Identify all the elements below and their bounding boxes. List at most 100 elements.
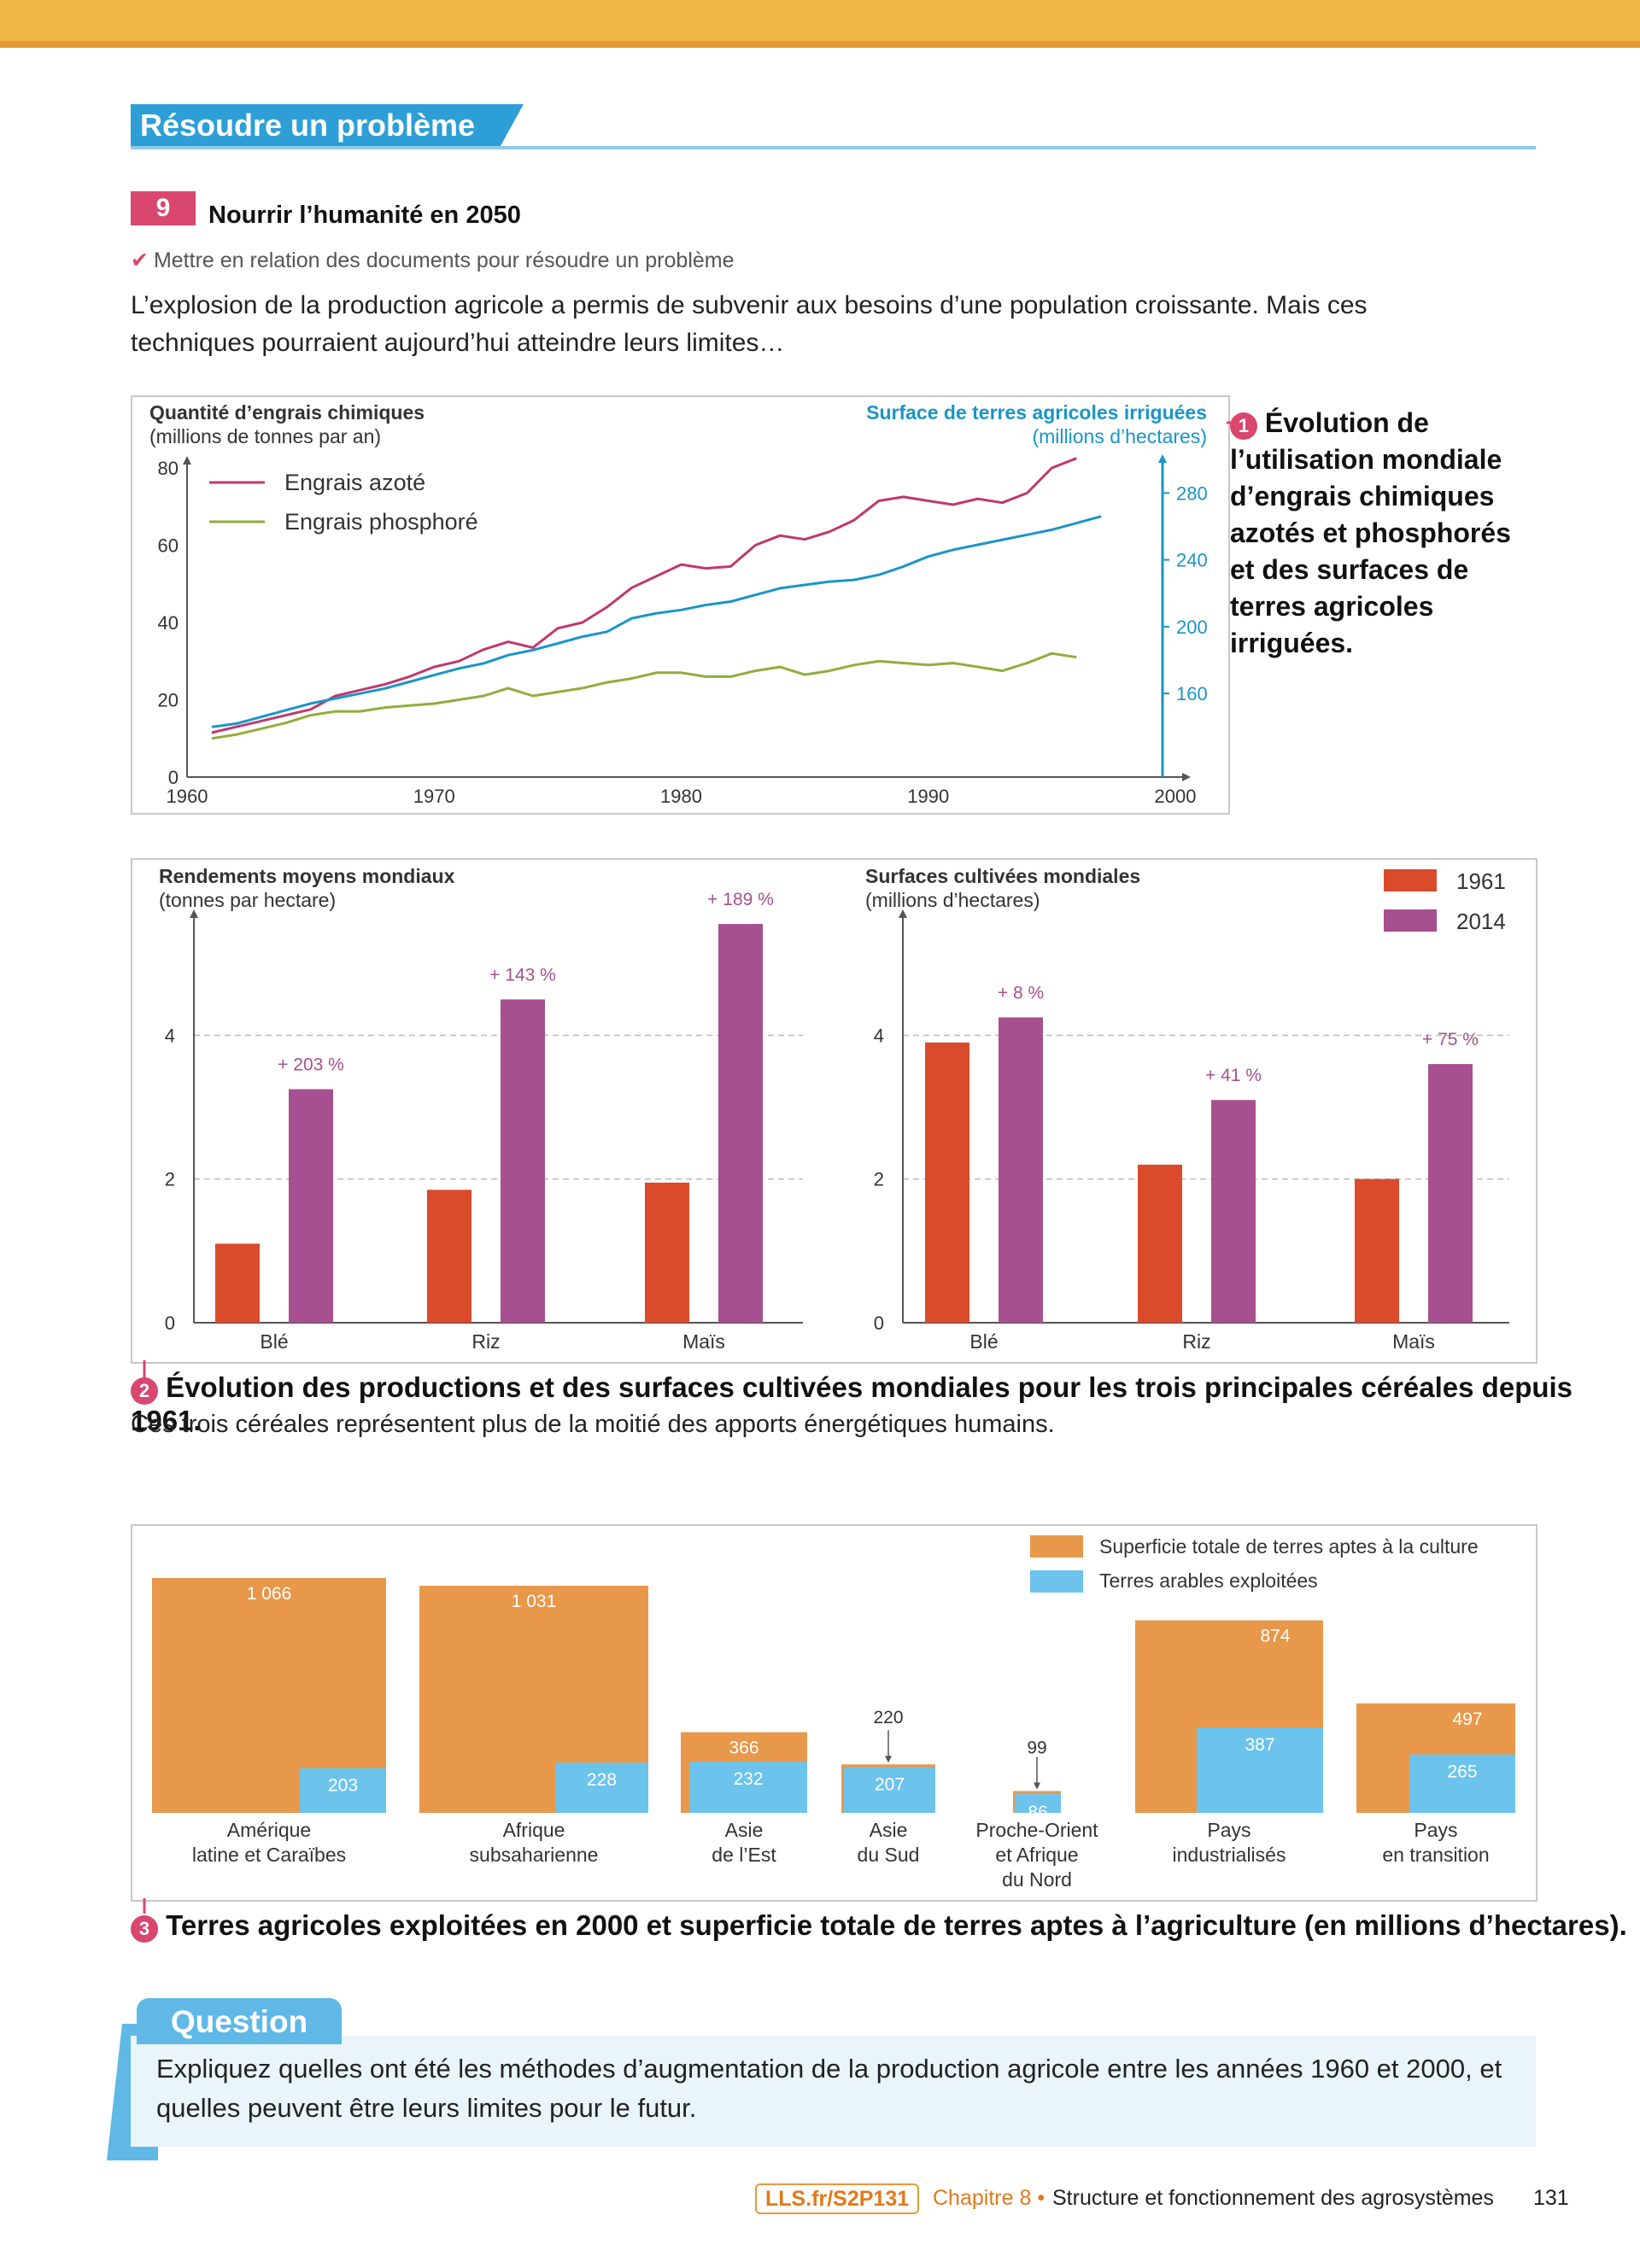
chart-unit: (millions d’hectares) (865, 889, 1040, 911)
doc1-caption: 1 Évolution de l’utilisation mondiale d’… (1230, 405, 1538, 662)
y-axis-arrow (899, 909, 907, 918)
category-label: latine et Caraïbes (192, 1844, 346, 1866)
x-tick-label: Riz (1182, 1330, 1210, 1353)
footer-title: Structure et fonctionnement des agrosyst… (1052, 2186, 1494, 2210)
total-label: 874 (1260, 1627, 1290, 1646)
arable-label: 228 (587, 1770, 617, 1790)
category-label: Asie (870, 1819, 908, 1841)
bar-2014 (501, 999, 545, 1323)
x-tick-label: 1980 (660, 786, 702, 807)
y-axis-unit: (millions de tonnes par an) (149, 425, 381, 447)
doc1-line-chart: Quantité d’engrais chimiques(millions de… (149, 401, 1208, 807)
y2-tick-label: 280 (1176, 482, 1208, 504)
bar-change-label: + 8 % (998, 983, 1044, 1002)
total-label: 1 031 (512, 1592, 557, 1611)
category-label: Amérique (227, 1819, 311, 1841)
footer-link[interactable]: LLS.fr/S2P131 (755, 2183, 920, 2214)
bar-arable (689, 1762, 807, 1813)
x-tick-label: 1970 (413, 786, 455, 807)
exercise-title: Nourrir l’humanité en 2050 (208, 202, 521, 229)
y2-tick-label: 160 (1176, 683, 1208, 704)
category-label: Pays (1207, 1819, 1250, 1841)
bar-1961 (925, 1042, 969, 1323)
arable-label: 86 (1028, 1803, 1047, 1822)
bar-arable (1197, 1727, 1323, 1813)
legend-label-2014: 2014 (1456, 909, 1506, 934)
x-tick-label: Riz (472, 1330, 500, 1353)
arable-label: 203 (328, 1776, 358, 1796)
bar-1961 (1138, 1164, 1182, 1323)
total-label: 366 (729, 1739, 758, 1758)
skill-text: Mettre en relation des documents pour ré… (153, 248, 735, 272)
y-tick-label: 20 (158, 690, 179, 711)
legend-swatch-arable (1030, 1570, 1083, 1593)
series-line-1 (211, 652, 1077, 740)
doc1-caption-text: Évolution de l’utilisation mondiale d’en… (1230, 407, 1511, 658)
bar-1961 (645, 1182, 689, 1323)
category-label: Proche-Orient (975, 1819, 1098, 1841)
legend-label: Engrais azoté (284, 470, 425, 495)
legend-swatch-total (1030, 1535, 1083, 1558)
chart-title: Rendements moyens mondiaux (159, 865, 455, 887)
category-label: en transition (1382, 1844, 1489, 1866)
question-text: Expliquez quelles ont été les méthodes d… (156, 2054, 1502, 2123)
series-line-2 (211, 515, 1102, 728)
doc3-title: 3 Terres agricoles exploitées en 2000 et… (131, 1909, 1627, 1943)
category-label: du Nord (1002, 1868, 1072, 1891)
doc3-connector (143, 1898, 146, 1914)
y2-axis-unit: (millions d’hectares) (1032, 425, 1207, 447)
exercise-number-badge (131, 191, 196, 225)
bar-2014 (289, 1089, 333, 1323)
category-label: industrialisés (1173, 1844, 1286, 1866)
section-rule (131, 146, 1536, 149)
x-tick-label: 1990 (907, 786, 949, 807)
x-tick-label: 2000 (1155, 786, 1197, 807)
doc2-title: 2 Évolution des productions et des surfa… (131, 1371, 1640, 1437)
doc3-frame: 1 066 203 Amérique latine et Caraïbes 1 031 2… (131, 1524, 1538, 1902)
arable-label: 265 (1447, 1762, 1477, 1782)
section-title: Résoudre un problème (140, 108, 476, 143)
y2-axis-title: Surface de terres agricoles irriguées (866, 401, 1207, 424)
bar-1961 (215, 1243, 260, 1323)
category-label: Pays (1414, 1819, 1457, 1841)
doc2-title-text: Évolution des productions et des surface… (131, 1371, 1573, 1436)
skill-line: ✔ Mettre en relation des documents pour r… (131, 248, 735, 273)
bar-arable (1409, 1754, 1515, 1813)
footer-separator: • (1037, 2186, 1046, 2210)
bar-2014 (718, 924, 763, 1323)
y-tick-label: 60 (158, 535, 179, 557)
bar-2014 (1211, 1100, 1256, 1323)
bar-1961 (427, 1190, 472, 1323)
exercise-number: 9 (155, 194, 171, 222)
y2-tick-label: 200 (1176, 617, 1208, 638)
y-tick-label: 0 (874, 1312, 884, 1334)
y-tick-label: 80 (158, 458, 179, 479)
y-tick-label: 0 (168, 767, 179, 788)
y-tick-label: 40 (158, 612, 179, 634)
arable-label: 387 (1245, 1735, 1274, 1755)
bar-2014 (999, 1017, 1043, 1323)
bar-arable (1015, 1793, 1061, 1813)
total-label: 220 (873, 1708, 903, 1727)
legend-swatch-2014 (1384, 909, 1437, 932)
bar-2014 (1428, 1064, 1473, 1323)
y-axis-title: Quantité d’engrais chimiques (149, 401, 425, 424)
category-label: de l’Est (712, 1844, 776, 1866)
legend-label-arable: Terres arables exploitées (1099, 1569, 1318, 1592)
bar-arable (555, 1762, 648, 1813)
y2-tick-label: 240 (1176, 550, 1208, 571)
x-tick-label: Blé (260, 1330, 288, 1353)
y-tick-label: 2 (165, 1169, 175, 1190)
total-label: 1 066 (247, 1584, 292, 1604)
doc2-number-badge: 2 (131, 1377, 158, 1405)
legend-label: Engrais phosphoré (284, 509, 478, 535)
y-axis-arrow (190, 909, 198, 918)
checkmark-icon: ✔ (131, 248, 149, 272)
question-tab: Question (137, 1998, 342, 2044)
bar-change-label: + 189 % (707, 890, 774, 909)
top-banner-stripe (0, 41, 1640, 48)
total-pointer-arrow (885, 1756, 892, 1763)
x-tick-label: Maïs (1392, 1330, 1435, 1353)
x-tick-label: Maïs (682, 1330, 725, 1353)
series-line-0 (211, 457, 1077, 734)
